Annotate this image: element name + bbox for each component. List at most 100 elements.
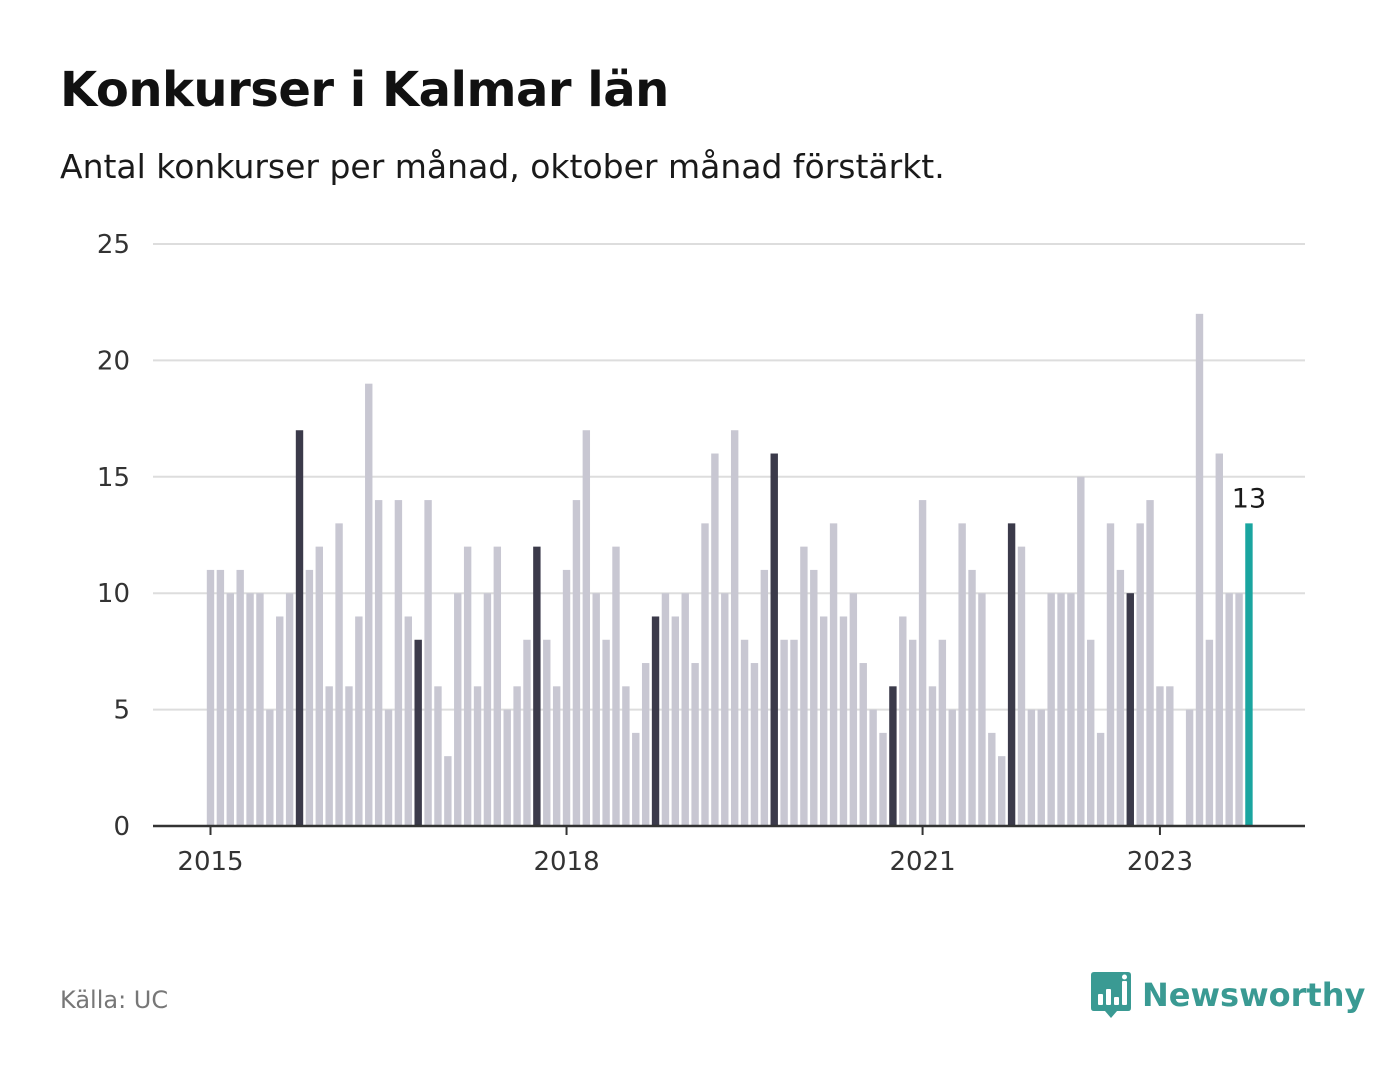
bar	[206, 569, 215, 826]
bar	[1007, 523, 1016, 826]
bar	[1195, 313, 1204, 827]
bar	[819, 616, 828, 826]
bar	[869, 709, 877, 826]
bar	[552, 686, 561, 826]
bar	[394, 500, 403, 826]
x-tick-label: 2023	[1127, 847, 1193, 877]
bar	[1106, 523, 1115, 826]
bar	[345, 686, 353, 826]
bar	[651, 616, 660, 826]
bar	[968, 569, 976, 826]
bar	[800, 546, 808, 826]
bar	[691, 663, 699, 826]
bar	[849, 593, 858, 826]
bar	[701, 523, 709, 826]
bar	[266, 709, 274, 826]
bar	[246, 593, 254, 826]
bar	[325, 686, 333, 826]
bar	[454, 593, 462, 826]
bar	[602, 639, 610, 826]
bar	[1037, 709, 1045, 826]
bar	[503, 709, 511, 826]
bar	[740, 639, 749, 826]
bar	[305, 569, 314, 826]
bar	[533, 546, 541, 826]
bar	[1156, 686, 1164, 826]
bar	[1245, 523, 1253, 826]
bar	[978, 593, 986, 826]
last-value-label: 13	[1232, 483, 1266, 514]
bar	[750, 663, 759, 826]
source-note: Källa: UC	[60, 986, 169, 1014]
bar	[473, 686, 482, 826]
bar	[622, 686, 630, 826]
bar	[582, 430, 591, 826]
bar	[483, 593, 492, 826]
bar	[1027, 709, 1036, 826]
newsworthy-logo: Newsworthy	[1090, 970, 1365, 1020]
bar	[444, 756, 452, 826]
bar	[276, 616, 284, 826]
bar	[592, 593, 600, 826]
bar	[711, 453, 719, 826]
bar	[918, 500, 927, 826]
bar	[562, 569, 571, 826]
bar	[810, 569, 818, 826]
bar	[661, 593, 670, 826]
bar	[543, 639, 551, 826]
bar	[463, 546, 472, 826]
bar	[1047, 593, 1055, 826]
bar	[1096, 732, 1105, 826]
bar-chart: 0 5 10 15 20 25 2015 2018 2021 2023 13	[97, 230, 1305, 877]
bar	[404, 616, 412, 826]
y-tick-label: 25	[97, 230, 130, 260]
bar	[1235, 593, 1243, 826]
bar	[315, 546, 323, 826]
bar	[384, 709, 393, 826]
bar	[1225, 593, 1233, 826]
bar	[374, 500, 383, 826]
bar	[790, 639, 798, 826]
bar	[671, 616, 680, 826]
bar	[1087, 639, 1095, 826]
bar	[365, 383, 373, 826]
bar	[760, 569, 769, 826]
bar	[1067, 593, 1075, 826]
bar	[721, 593, 729, 826]
bar	[493, 546, 502, 826]
bar	[1057, 593, 1065, 826]
bar	[295, 430, 304, 826]
bar	[1185, 709, 1194, 826]
bar	[829, 523, 838, 826]
y-tick-label: 15	[97, 463, 130, 493]
bar	[1215, 453, 1223, 826]
bar	[256, 593, 264, 826]
data-labels: 13	[1232, 483, 1266, 514]
x-tick-label: 2015	[177, 847, 243, 877]
bar	[335, 523, 343, 826]
bar	[1136, 523, 1144, 826]
bar	[899, 616, 907, 826]
bar	[513, 686, 521, 826]
bar	[226, 593, 234, 826]
bar	[632, 732, 640, 826]
bar	[285, 593, 294, 826]
bar	[879, 732, 887, 826]
bar	[1017, 546, 1026, 826]
y-tick-label: 0	[113, 812, 130, 842]
bar	[859, 663, 867, 826]
bar	[523, 639, 531, 826]
y-tick-label: 20	[97, 346, 130, 376]
x-axis-ticks: 2015 2018 2021 2023	[177, 826, 1193, 877]
y-tick-label: 5	[113, 696, 130, 726]
bar	[928, 686, 937, 826]
bar	[839, 616, 848, 826]
bar	[958, 523, 966, 826]
x-tick-label: 2018	[533, 847, 599, 877]
bar	[1116, 569, 1125, 826]
bar	[681, 593, 689, 826]
newsworthy-logo-icon	[1091, 972, 1131, 1018]
bar	[236, 569, 244, 826]
bar	[770, 453, 778, 826]
bar	[572, 500, 581, 826]
